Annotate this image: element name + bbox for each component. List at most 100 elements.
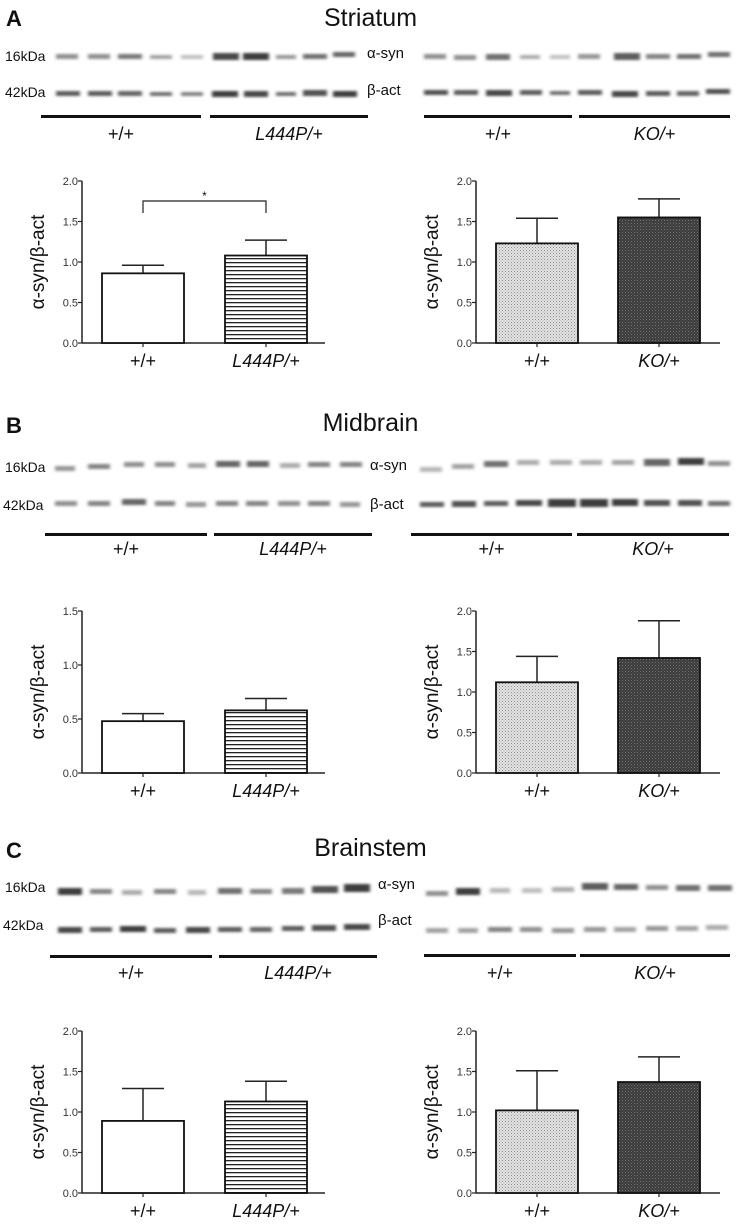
panel-title-a: Striatum [323, 4, 418, 32]
bar-chart-svg: 0.0 0.5 1.0 1.5 2.0 α-syn/β-act +/+ L444P/+ * [28, 176, 325, 371]
bar [101, 1120, 185, 1194]
blot-group-label: KO/+ [634, 963, 676, 983]
blot-group-label: L444P/+ [264, 963, 332, 983]
mw-label-16kda: 16kDa [5, 879, 46, 895]
mw-label-42kda: 42kDa [3, 497, 44, 513]
y-tick-label: 1.5 [63, 217, 78, 229]
bar-chart-a-l444p: 0.0 0.5 1.0 1.5 2.0 α-syn/β-act +/+ L444P/+ * [0, 160, 370, 381]
blot-group-label: +/+ [484, 124, 512, 144]
bar [224, 254, 308, 344]
western-blot-a [41, 52, 730, 118]
y-tick-label: 1.5 [457, 1067, 472, 1079]
y-tick-label: 2.0 [457, 1026, 472, 1038]
bar-chart-a-ko: 0.0 0.5 1.0 1.5 2.0 α-syn/β-act +/+ KO/+ [370, 160, 740, 381]
bar [224, 1100, 308, 1194]
band-label-bact: β-act [367, 82, 401, 99]
bar [495, 242, 579, 344]
y-tick-label: 1.0 [63, 660, 78, 672]
y-tick-label: 0.5 [457, 1148, 472, 1160]
y-tick-label: 2.0 [457, 176, 472, 188]
blot-group-label: KO/+ [632, 539, 674, 559]
blot-group-label: +/+ [117, 963, 145, 983]
x-tick-label: L444P/+ [232, 351, 300, 371]
x-tick-label: +/+ [524, 351, 550, 371]
y-tick-label: 1.0 [457, 1107, 472, 1119]
bar-chart-svg: 0.0 0.5 1.0 1.5 α-syn/β-act +/+ L444P/+ [28, 606, 325, 801]
bar-chart-svg: 0.0 0.5 1.0 1.5 2.0 α-syn/β-act +/+ KO/+ [422, 176, 720, 371]
blot-group-label: KO/+ [633, 124, 676, 144]
band-label-asyn: α-syn [370, 457, 408, 474]
y-tick-label: 0.0 [63, 768, 78, 780]
y-tick-label: 1.5 [63, 1067, 78, 1079]
bar [495, 1109, 579, 1194]
y-tick-label: 1.5 [457, 217, 472, 229]
bar [617, 216, 701, 344]
y-tick-label: 1.0 [63, 1107, 78, 1119]
bar-chart-svg: 0.0 0.5 1.0 1.5 2.0 α-syn/β-act +/+ L444P/+ [28, 1026, 325, 1221]
y-tick-label: 0.0 [63, 1188, 78, 1200]
x-tick-label: KO/+ [638, 1201, 680, 1221]
y-tick-label: 1.0 [457, 687, 472, 699]
x-tick-label: +/+ [524, 781, 550, 801]
panel-letter-a: A [6, 6, 22, 31]
blot-group-label: L444P/+ [255, 124, 323, 144]
mw-label-16kda: 16kDa [5, 48, 46, 64]
panel-title-c: Brainstem [314, 834, 427, 862]
y-axis-label: α-syn/β-act [28, 214, 49, 309]
bar [617, 1081, 701, 1194]
x-tick-label: +/+ [130, 351, 156, 371]
bar-chart-c-ko: 0.0 0.5 1.0 1.5 2.0 α-syn/β-act +/+ KO/+ [370, 1010, 740, 1231]
panel-letter-c: C [6, 838, 22, 863]
y-axis-label: α-syn/β-act [28, 644, 49, 739]
y-tick-label: 0.0 [457, 1188, 472, 1200]
y-axis-label: α-syn/β-act [422, 1064, 443, 1159]
y-tick-label: 2.0 [63, 1026, 78, 1038]
x-tick-label: +/+ [130, 781, 156, 801]
bar [101, 272, 185, 344]
y-tick-label: 1.0 [457, 257, 472, 269]
band-label-bact: β-act [370, 496, 404, 513]
y-tick-label: 0.0 [63, 338, 78, 350]
bar-chart-b-ko: 0.0 0.5 1.0 1.5 2.0 α-syn/β-act +/+ KO/+ [370, 590, 740, 811]
y-tick-label: 1.5 [63, 606, 78, 618]
western-blot-b [45, 458, 730, 536]
y-tick-label: 2.0 [457, 606, 472, 618]
x-tick-label: +/+ [130, 1201, 156, 1221]
y-tick-label: 0.5 [63, 298, 78, 310]
band-label-asyn: α-syn [378, 876, 416, 893]
mw-label-42kda: 42kDa [5, 84, 46, 100]
y-tick-label: 0.5 [63, 714, 78, 726]
y-tick-label: 0.5 [63, 1148, 78, 1160]
y-tick-label: 0.0 [457, 338, 472, 350]
y-tick-label: 0.0 [457, 768, 472, 780]
x-tick-label: L444P/+ [232, 1201, 300, 1221]
band-label-asyn: α-syn [367, 45, 405, 62]
y-tick-label: 0.5 [457, 298, 472, 310]
blot-group-label: +/+ [112, 539, 140, 559]
blot-group-label: +/+ [107, 124, 135, 144]
y-tick-label: 0.5 [457, 728, 472, 740]
blot-group-label: +/+ [486, 963, 514, 983]
y-axis-label: α-syn/β-act [28, 1064, 49, 1159]
significance-star: * [202, 189, 207, 203]
mw-label-16kda: 16kDa [5, 459, 46, 475]
panel-letter-b: B [6, 413, 22, 438]
bar-chart-c-l444p: 0.0 0.5 1.0 1.5 2.0 α-syn/β-act +/+ L444P/+ [0, 1010, 370, 1231]
blot-group-label: L444P/+ [259, 539, 327, 559]
blot-group-label: +/+ [478, 539, 505, 559]
x-tick-label: KO/+ [638, 781, 680, 801]
y-axis-label: α-syn/β-act [422, 644, 443, 739]
x-tick-label: +/+ [524, 1201, 550, 1221]
y-tick-label: 1.0 [63, 257, 78, 269]
mw-label-42kda: 42kDa [3, 917, 44, 933]
x-tick-label: KO/+ [638, 351, 680, 371]
bar [495, 681, 579, 774]
panel-title-b: Midbrain [322, 409, 419, 437]
x-tick-label: L444P/+ [232, 781, 300, 801]
bar [617, 657, 701, 774]
bar-chart-b-l444p: 0.0 0.5 1.0 1.5 α-syn/β-act +/+ L444P/+ [0, 590, 370, 811]
y-axis-label: α-syn/β-act [422, 214, 443, 309]
y-tick-label: 2.0 [63, 176, 78, 188]
bar [101, 720, 185, 774]
band-label-bact: β-act [378, 912, 412, 929]
